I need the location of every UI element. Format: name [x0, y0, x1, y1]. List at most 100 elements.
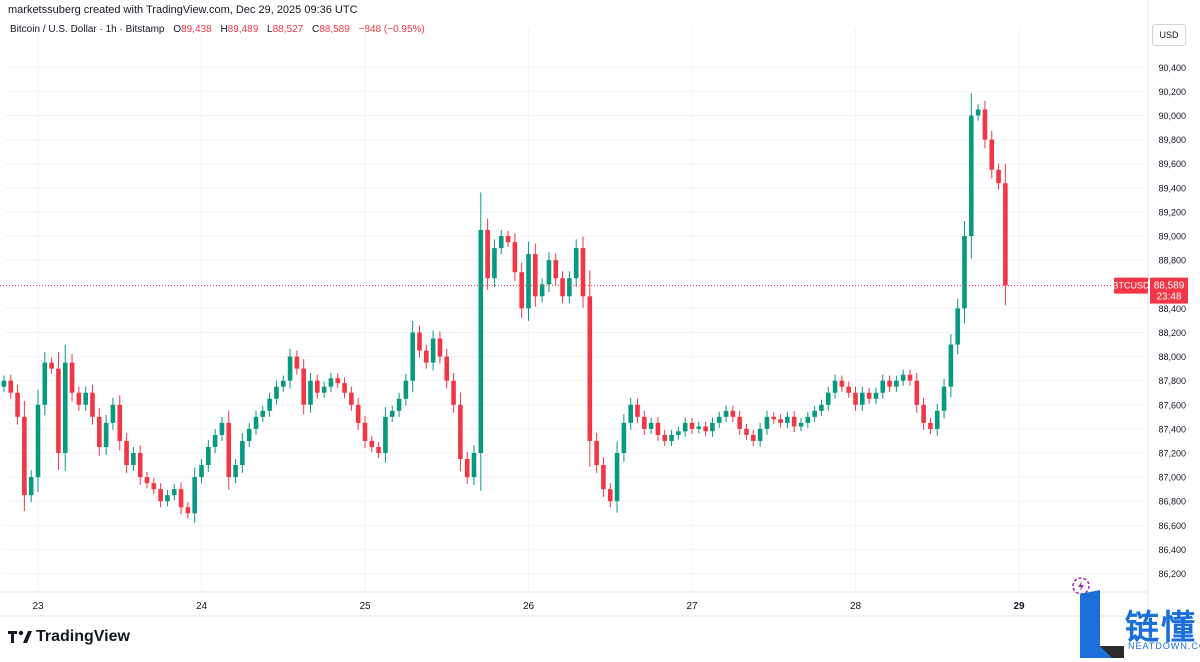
candle — [62, 344, 68, 471]
last-price-tag[interactable]: BTCUSD 88,589 23:48 — [1112, 277, 1188, 304]
candle-body — [805, 416, 811, 423]
candle — [737, 410, 742, 435]
candle-body — [730, 410, 736, 417]
candle — [69, 353, 75, 402]
close-value: 88,589 — [319, 24, 350, 35]
candle — [594, 433, 599, 473]
tradingview-logo[interactable]: TradingView — [8, 628, 130, 646]
candle — [498, 230, 504, 255]
candle — [396, 392, 402, 417]
price-tag-price: 88,589 — [1154, 281, 1185, 292]
candle — [567, 271, 572, 304]
candle — [328, 372, 334, 393]
open-value: 89,438 — [181, 24, 212, 35]
candle-body — [308, 380, 313, 405]
candle — [730, 405, 736, 422]
candle — [267, 392, 272, 417]
candle — [212, 428, 218, 453]
candle — [948, 333, 954, 398]
candle — [458, 392, 463, 472]
candle — [315, 374, 320, 399]
symbol-tag-bg — [1114, 277, 1148, 294]
candle-body — [662, 434, 668, 441]
candle-body — [825, 392, 831, 405]
candle-body — [526, 254, 531, 309]
candle — [233, 459, 238, 484]
candle-body — [751, 434, 756, 441]
candle-body — [287, 356, 293, 381]
candle — [839, 375, 845, 392]
candle — [553, 253, 559, 286]
y-tick-label: 86,800 — [1158, 497, 1186, 507]
candle — [580, 236, 586, 308]
candle-body — [635, 404, 640, 417]
candle-body — [294, 356, 300, 369]
candle-body — [42, 362, 48, 405]
candle — [42, 352, 48, 416]
candle — [492, 239, 497, 287]
candle-body — [703, 426, 708, 432]
candle-body — [274, 386, 279, 399]
candle-body — [894, 380, 899, 387]
candle — [996, 163, 1001, 190]
candle-body — [389, 410, 395, 417]
candle — [982, 100, 988, 149]
candle — [485, 218, 490, 290]
candle-body — [505, 236, 511, 243]
candle-body — [928, 422, 933, 429]
x-tick-label: 28 — [850, 601, 862, 612]
candle-body — [410, 332, 415, 381]
candle-body — [716, 416, 722, 423]
candle-body — [812, 410, 817, 417]
price-axis: 86,200 86,400 86,600 86,800 87,000 87,200 87,4… — [1147, 0, 1186, 616]
candle-body — [573, 248, 579, 279]
candle-body — [696, 426, 702, 429]
candle — [785, 411, 790, 428]
candle-body — [607, 489, 613, 502]
tradingview-icon — [8, 630, 32, 643]
tradingview-brand: TradingView — [36, 628, 130, 645]
candle — [642, 410, 647, 435]
candle — [151, 478, 157, 495]
candle — [682, 417, 688, 437]
candle-body — [171, 489, 177, 496]
candle-body — [199, 465, 204, 478]
candle-body — [567, 278, 572, 297]
y-tick-label: 90,400 — [1158, 63, 1186, 73]
candle-body — [49, 362, 54, 369]
candle — [260, 405, 266, 422]
low-value: 88,527 — [272, 24, 304, 35]
candle — [49, 357, 54, 374]
candle-body — [212, 434, 218, 447]
candle-body — [396, 398, 402, 411]
x-tick-label: 23 — [32, 601, 44, 612]
candle-body — [873, 392, 879, 399]
candle — [975, 104, 981, 121]
candle — [832, 374, 838, 399]
candle-body — [866, 392, 872, 399]
candle-body — [144, 477, 150, 484]
candle-body — [914, 380, 920, 405]
candle — [424, 344, 429, 369]
candle-body — [485, 230, 490, 279]
open-label: O — [173, 24, 182, 35]
candle-body — [355, 404, 361, 423]
candle-body — [560, 278, 565, 297]
candle — [185, 502, 191, 519]
candle-body — [778, 419, 783, 423]
candle — [819, 399, 824, 416]
low-label: L — [267, 24, 273, 35]
candle — [716, 411, 722, 428]
candle — [560, 271, 565, 304]
y-tick-label: 89,000 — [1158, 232, 1186, 242]
candle — [444, 348, 450, 389]
candle — [764, 410, 770, 435]
currency-button[interactable]: USD — [1152, 24, 1186, 46]
candle — [696, 421, 702, 434]
x-tick-label: 24 — [196, 601, 208, 612]
y-tick-label: 89,200 — [1158, 207, 1186, 217]
y-tick-label: 87,000 — [1158, 473, 1186, 483]
candle — [362, 415, 368, 448]
candle — [519, 262, 524, 318]
